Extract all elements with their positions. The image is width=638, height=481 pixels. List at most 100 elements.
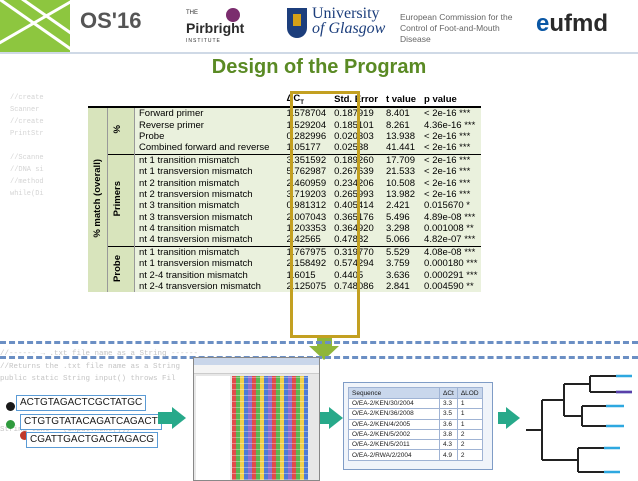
table-cell: 0.020303: [334, 130, 374, 142]
column-header-delta-ct: ΔCT: [282, 93, 331, 108]
table-row: nt 2-4 transition mismatch 1.6015 0.4405 3.…: [88, 269, 481, 281]
table-cell: < 2e-16 ***: [424, 108, 471, 120]
table-cell: 0.47882: [334, 234, 369, 246]
flow-arrow-stem: [498, 412, 506, 424]
table-cell: < 2e-16 ***: [424, 166, 471, 178]
group-label: %: [107, 107, 135, 155]
table-cell: < 2e-16 ***: [424, 188, 471, 200]
table-cell: 0.015670 *: [424, 200, 471, 212]
table-row: Primers nt 1 transition mismatch 3.351592 0…: [88, 153, 482, 247]
table-cell: 0.365176: [334, 211, 374, 223]
flow-arrow-stem: [158, 412, 172, 424]
table-row: nt 1 transversion mismatch 2.158492 0.5742…: [88, 258, 481, 269]
table-row: Probe 0.282996 0.020303 13.938 < 2e-16 ***: [88, 131, 481, 142]
results-window-screenshot: Sequence ΔCt ΔLOD O/EA-2/KEN/30/2004 3.3 1…: [343, 382, 493, 470]
sequence-dot-icon: [6, 420, 15, 429]
row-label: nt 1 transversion mismatch: [139, 166, 253, 178]
table-cell: 8.261: [385, 119, 410, 131]
table-row: nt 1 transversion mismatch 5.762987 0.2676…: [88, 166, 481, 177]
alignment-toolbar: [194, 365, 319, 374]
table-cell: 1.6015: [286, 269, 316, 281]
table-cell: 5.529: [381, 245, 421, 259]
table-cell: 3.298: [385, 223, 410, 235]
code-line: //DNA si: [10, 166, 44, 174]
results-cell: 4.3: [439, 439, 458, 451]
table-cell: 41.441: [385, 142, 415, 154]
table-cell: 0.185101: [334, 119, 374, 131]
decorative-corner: [0, 0, 70, 52]
background-code-upper: //create Scanner //create PrintStr //Scanne /…: [10, 92, 100, 332]
row-label: nt 2-4 transversion mismatch: [139, 281, 261, 293]
row-label: nt 1 transition mismatch: [134, 245, 283, 259]
code-line: while(Di: [10, 190, 44, 198]
results-cell: 1: [456, 418, 483, 430]
table-row: Combined forward and reverse 1.05177 0.025…: [88, 142, 481, 154]
header-banner: OS'16 THE Pirbright INSTITUTE University…: [0, 0, 638, 52]
results-cell: 4.9: [439, 449, 458, 461]
code-line: //Scanne: [10, 154, 44, 162]
table-cell: 0.267639: [334, 166, 374, 178]
results-row: O/EA-2/KEN/30/2004 3.3 1: [348, 397, 483, 410]
table-cell: 0.405414: [334, 200, 374, 212]
code-line: PrintStr: [10, 130, 44, 138]
results-cell: 1: [456, 397, 483, 410]
eu-commission-text: European Commission for the Control of F…: [400, 12, 513, 44]
pirbright-logo: THE Pirbright INSTITUTE: [186, 8, 245, 44]
eufmd-logo: eufmd: [536, 10, 609, 37]
results-row: O/EA-2/KEN/5/2002 3.8 2: [348, 428, 483, 441]
results-cell: 3.8: [439, 428, 458, 441]
glasgow-crest-icon: [287, 8, 307, 38]
table-cell: 1.767975: [282, 245, 331, 259]
phylogenetic-tree-icon: [526, 374, 632, 474]
results-cell: 2: [456, 428, 483, 441]
table-cell: 10.508: [385, 177, 415, 189]
table-cell: 1.578704: [286, 108, 327, 120]
results-cell: 3.3: [439, 397, 458, 410]
table-cell: 4.08e-08 ***: [420, 245, 482, 259]
table-cell: 0.001008 **: [424, 223, 474, 235]
row-label: nt 4 transition mismatch: [139, 223, 240, 235]
table-cell: 5.066: [385, 234, 410, 246]
code-line: public static String input() throws Fil: [0, 375, 176, 384]
statistics-table: ΔCT Std. Error t value p value % match (…: [88, 93, 482, 293]
table-row: nt 3 transition mismatch 0.981312 0.405414…: [88, 200, 481, 211]
table-cell: 2.841: [385, 281, 410, 293]
table-cell: 4.36e-16 ***: [424, 119, 476, 131]
results-cell: O/EA-2/KEN/4/2005: [348, 418, 440, 430]
row-label: nt 3 transversion mismatch: [139, 211, 253, 223]
table-row: nt 3 transversion mismatch 2.007043 0.3651…: [88, 212, 481, 223]
table-cell: 0.4405: [334, 269, 364, 281]
table-cell: 2.007043: [286, 211, 327, 223]
row-label: nt 2 transition mismatch: [139, 177, 240, 189]
alignment-color-grid: [232, 376, 308, 480]
flow-arrow-icon: [172, 407, 186, 429]
table-cell: 2.42565: [286, 234, 321, 246]
results-cell: 3.6: [439, 418, 458, 430]
table-cell: 5.496: [385, 211, 410, 223]
results-table: Sequence ΔCt ΔLOD O/EA-2/KEN/30/2004 3.3 1…: [348, 387, 483, 461]
row-label: Combined forward and reverse: [139, 142, 270, 154]
table-cell: 5.762987: [286, 166, 327, 178]
table-cell: 0.981312: [286, 200, 327, 212]
table-cell: 3.636: [385, 269, 410, 281]
results-cell: O/EA-2/KEN/5/2002: [348, 428, 440, 441]
results-cell: O/EA-2/KEN/36/2008: [348, 408, 440, 420]
outer-group-label: % match (overall): [88, 107, 108, 293]
row-label: nt 1 transition mismatch: [134, 153, 283, 166]
results-cell: 1: [456, 408, 483, 420]
table-cell: 0.234206: [334, 177, 374, 189]
table-cell: 0.02538: [334, 142, 369, 154]
table-cell: < 2e-16 ***: [424, 142, 471, 154]
code-line: [10, 140, 100, 152]
table-cell: < 2e-16 ***: [424, 177, 471, 189]
dna-sequence: ACTGTAGACTCGCTATGC: [16, 395, 147, 411]
table-cell: 2.460959: [286, 177, 327, 189]
table-cell: 1.203353: [286, 223, 327, 235]
table-cell: 0.748086: [334, 281, 374, 293]
table-cell: 3.719203: [286, 188, 327, 200]
results-cell: 2: [456, 449, 483, 461]
glasgow-logo: University of Glasgow: [312, 5, 386, 37]
results-cell: 3.5: [439, 408, 458, 420]
table-cell: 2.125075: [286, 281, 327, 293]
table-row: % match (overall)% Forward primer 1.578704…: [88, 107, 481, 293]
